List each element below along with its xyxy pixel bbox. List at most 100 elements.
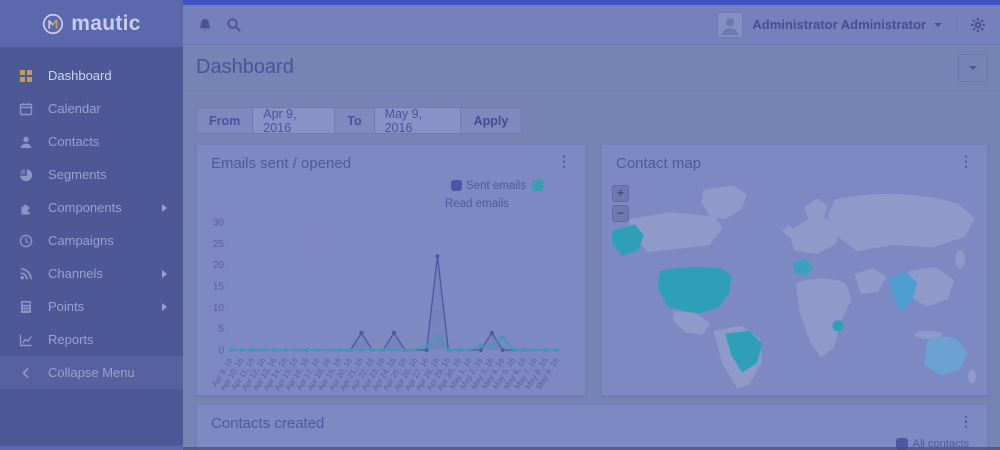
sidebar-item-reports[interactable]: Reports xyxy=(0,323,183,356)
sidebar-item-contacts[interactable]: Contacts xyxy=(0,125,183,158)
settings-button[interactable] xyxy=(970,17,986,33)
map-canada xyxy=(627,212,723,253)
from-label: From xyxy=(197,108,254,133)
map-europe xyxy=(789,218,840,255)
top-bar: Administrator Administrator xyxy=(183,5,1000,45)
world-map[interactable] xyxy=(608,177,981,391)
sidebar-item-dashboard[interactable]: Dashboard xyxy=(0,59,183,92)
map-mexico xyxy=(672,310,711,335)
divider xyxy=(956,12,957,37)
map-country-kenya xyxy=(832,320,844,332)
sidebar: mautic Dashboard Calendar Contacts Segme… xyxy=(0,0,183,450)
user-icon xyxy=(19,134,34,149)
map-zoom-controls: + − xyxy=(612,185,629,222)
line-chart: 0 5 10 15 20 25 30 Apr 9, 16 Apr 10, 16 Apr 11, 1… xyxy=(203,214,585,395)
sidebar-item-label: Segments xyxy=(48,167,107,182)
sidebar-item-calendar[interactable]: Calendar xyxy=(0,92,183,125)
map-russia-asia xyxy=(827,193,976,252)
sidebar-item-label: Components xyxy=(48,200,122,215)
sent-emails-swatch xyxy=(451,179,462,191)
sidebar-item-label: Calendar xyxy=(48,101,101,116)
widget-title: Contacts created xyxy=(211,415,325,432)
map-china-se-asia xyxy=(908,267,955,307)
main-panel: Dashboard From Apr 9, 2016 To May 9, 201… xyxy=(183,45,1000,450)
chevron-right-icon xyxy=(162,269,167,278)
kebab-menu-icon[interactable] xyxy=(959,155,973,167)
pie-icon xyxy=(19,167,34,182)
caret-down-icon xyxy=(934,22,942,27)
gear-icon xyxy=(971,17,985,32)
svg-text:20: 20 xyxy=(213,260,225,271)
brand-name: mautic xyxy=(71,11,141,35)
widget-title: Emails sent / opened xyxy=(211,155,352,172)
chevron-right-icon xyxy=(162,302,167,311)
svg-text:0: 0 xyxy=(218,345,224,356)
sidebar-item-label: Collapse Menu xyxy=(48,365,135,380)
sidebar-item-channels[interactable]: Channels xyxy=(0,257,183,290)
svg-text:10: 10 xyxy=(213,302,225,313)
sidebar-item-label: Dashboard xyxy=(48,68,112,83)
sidebar-collapse-menu[interactable]: Collapse Menu xyxy=(0,356,183,389)
dashboard-options-dropdown-button[interactable] xyxy=(958,53,988,82)
bell-icon xyxy=(199,18,211,30)
calendar-icon xyxy=(19,101,34,116)
date-from-input[interactable]: Apr 9, 2016 xyxy=(253,108,336,133)
sidebar-item-label: Campaigns xyxy=(48,233,114,248)
map-zoom-out-button[interactable]: − xyxy=(612,205,629,222)
svg-text:25: 25 xyxy=(213,238,225,249)
user-menu[interactable]: Administrator Administrator xyxy=(752,17,926,32)
svg-text:15: 15 xyxy=(213,281,225,292)
map-africa xyxy=(795,278,852,358)
svg-text:5: 5 xyxy=(218,324,224,335)
map-uk xyxy=(782,224,795,239)
contacts-created-widget: Contacts created All contacts xyxy=(196,404,988,450)
calculator-icon xyxy=(19,299,34,314)
sidebar-item-label: Points xyxy=(48,299,85,314)
chevron-right-icon xyxy=(162,203,167,212)
sidebar-item-components[interactable]: Components xyxy=(0,191,183,224)
map-middle-east xyxy=(854,268,887,294)
svg-text:30: 30 xyxy=(213,217,225,228)
clock-icon xyxy=(19,233,34,248)
accent-strip xyxy=(183,0,1000,5)
sidebar-item-label: Channels xyxy=(48,266,103,281)
map-japan xyxy=(955,250,966,269)
widgets-row: Emails sent / opened Sent emails Read ema… xyxy=(196,144,988,396)
map-country-india xyxy=(889,272,918,313)
notifications-button[interactable] xyxy=(197,17,213,33)
kebab-menu-icon[interactable] xyxy=(959,415,973,427)
date-range-filter: From Apr 9, 2016 To May 9, 2016 Apply xyxy=(196,107,523,134)
content-area: Administrator Administrator Dashboard Fr… xyxy=(183,0,1000,450)
mautic-logo-icon xyxy=(43,13,64,34)
widget-title: Contact map xyxy=(616,155,702,172)
map-country-france xyxy=(793,258,813,277)
to-label: To xyxy=(335,108,375,133)
puzzle-piece-icon xyxy=(19,200,34,215)
sidebar-item-points[interactable]: Points xyxy=(0,290,183,323)
grid-icon xyxy=(19,68,34,83)
avatar[interactable] xyxy=(717,11,744,38)
date-to-input[interactable]: May 9, 2016 xyxy=(374,108,461,133)
sidebar-item-label: Contacts xyxy=(48,134,100,149)
emails-sent-opened-widget: Emails sent / opened Sent emails Read ema… xyxy=(196,144,586,396)
sidebar-item-campaigns[interactable]: Campaigns xyxy=(0,224,183,257)
map-country-usa xyxy=(657,267,732,314)
chevron-left-icon xyxy=(19,365,34,380)
brand-logo[interactable]: mautic xyxy=(0,0,183,47)
map-country-australia xyxy=(924,336,968,376)
map-greenland xyxy=(701,185,748,220)
page-title: Dashboard xyxy=(196,56,294,78)
legend-label-read: Read emails xyxy=(445,197,509,210)
sidebar-item-segments[interactable]: Segments xyxy=(0,158,183,191)
search-button[interactable] xyxy=(226,17,242,33)
page-heading-row: Dashboard xyxy=(183,45,1000,91)
bottom-strip xyxy=(183,447,1000,450)
sidebar-item-label: Reports xyxy=(48,332,94,347)
map-zoom-in-button[interactable]: + xyxy=(612,185,629,202)
chart-line-icon xyxy=(19,332,34,347)
kebab-menu-icon[interactable] xyxy=(557,155,571,167)
contact-map-widget: Contact map + − xyxy=(601,144,988,396)
apply-button[interactable]: Apply xyxy=(460,108,522,133)
map-country-alaska xyxy=(611,224,644,257)
